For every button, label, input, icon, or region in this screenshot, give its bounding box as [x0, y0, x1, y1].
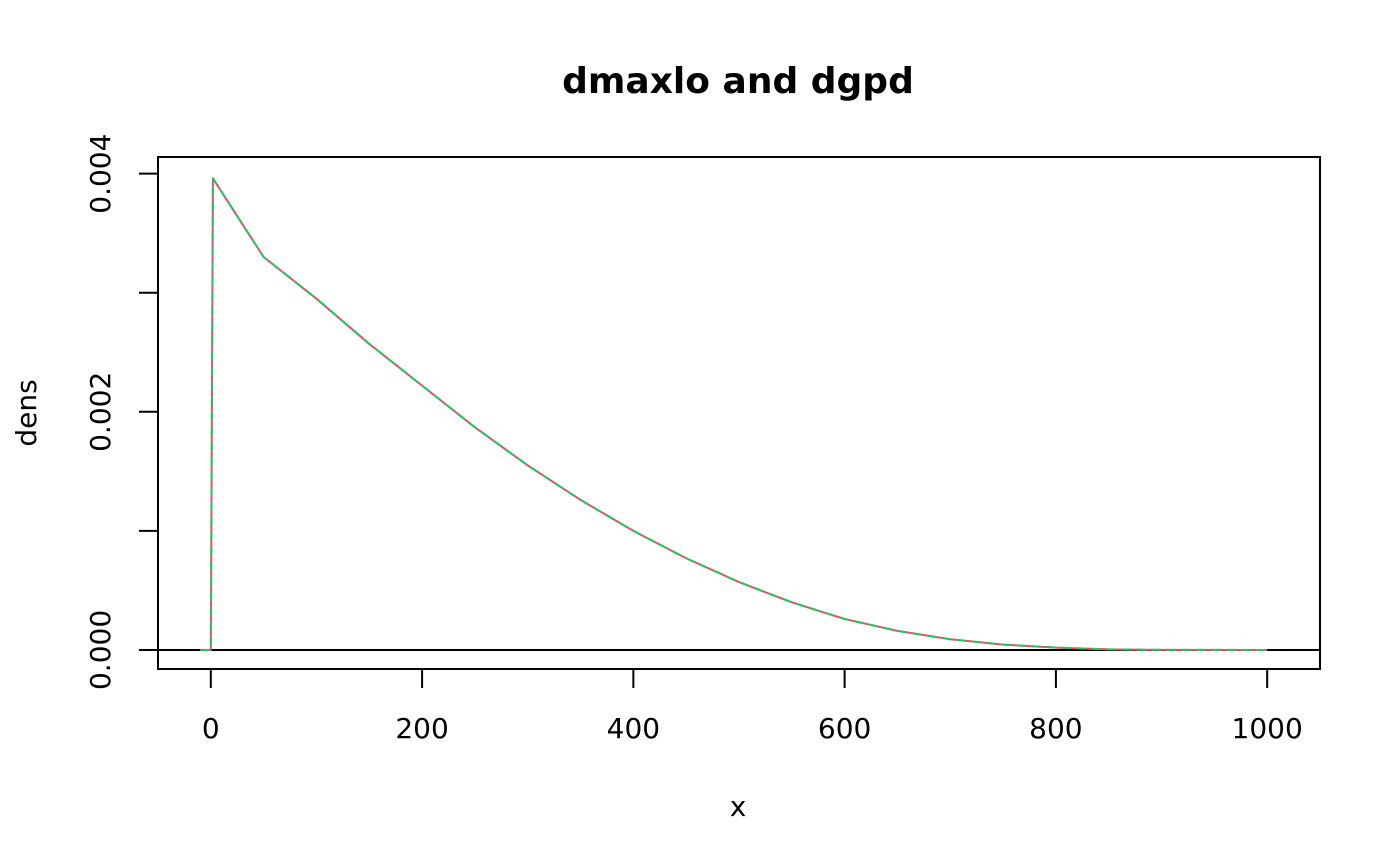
x-tick-label: 400 [607, 712, 660, 745]
y-tick-label: 0.004 [84, 134, 117, 214]
x-tick-label: 1000 [1232, 712, 1303, 745]
x-tick-label: 0 [202, 712, 220, 745]
plot-frame [157, 156, 1321, 670]
x-tick-label: 800 [1029, 712, 1082, 745]
y-tick-label: 0.000 [84, 610, 117, 690]
data-lines [158, 177, 1320, 651]
y-tick-label: 0.002 [84, 372, 117, 452]
chart-title: dmaxlo and dgpd [562, 61, 914, 102]
series-line-2 [200, 177, 1268, 651]
y-axis: 0.000 0.002 0.004 [84, 134, 159, 690]
x-axis: 0 200 400 600 800 1000 [202, 668, 1303, 745]
x-axis-label: x [730, 790, 747, 823]
y-axis-label: dens [10, 379, 43, 446]
x-tick-label: 200 [395, 712, 448, 745]
x-tick-label: 600 [818, 712, 871, 745]
